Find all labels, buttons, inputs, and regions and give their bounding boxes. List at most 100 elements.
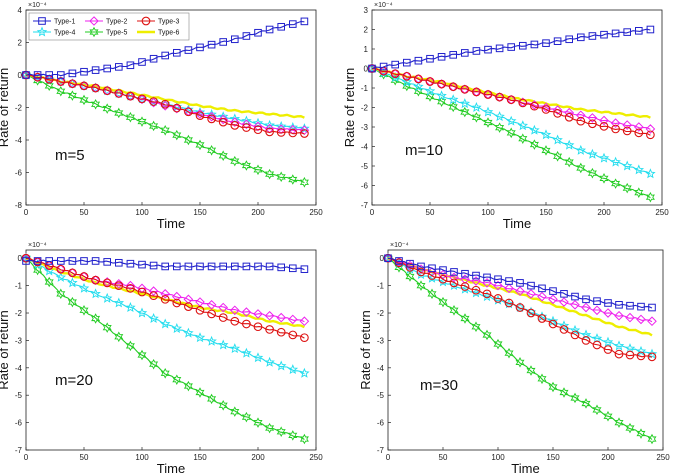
series-line bbox=[371, 68, 651, 175]
x-tick-label: 100 bbox=[481, 208, 495, 217]
data-point bbox=[126, 61, 135, 70]
data-point bbox=[425, 77, 435, 86]
data-point bbox=[241, 347, 252, 358]
x-tick-label: 0 bbox=[370, 208, 375, 217]
data-point bbox=[426, 54, 434, 63]
data-point bbox=[548, 294, 558, 305]
data-point bbox=[635, 27, 643, 35]
data-point bbox=[614, 310, 624, 321]
chart-panel-3: 0 50 100 150 200 250 0 -1 -2 -3 -4 -5 -6 -7 ×10⁻⁴ Time R… bbox=[0, 242, 323, 473]
data-point bbox=[172, 298, 182, 308]
series-type-3 bbox=[21, 70, 309, 138]
y-tick-label: -1 bbox=[361, 84, 369, 93]
y-tick-label: 0 bbox=[364, 65, 369, 74]
data-point bbox=[276, 171, 286, 183]
data-point bbox=[299, 176, 309, 188]
data-point bbox=[55, 271, 67, 282]
data-point bbox=[625, 350, 635, 360]
panel-annotation: m=30 bbox=[420, 377, 458, 394]
data-point bbox=[592, 404, 602, 416]
data-point bbox=[57, 257, 65, 265]
data-point bbox=[379, 62, 388, 71]
data-point bbox=[483, 90, 493, 99]
data-point bbox=[218, 302, 229, 313]
series-line bbox=[371, 68, 651, 199]
data-point bbox=[449, 278, 459, 288]
series-type-1 bbox=[384, 254, 656, 312]
data-point bbox=[598, 152, 610, 163]
data-point bbox=[242, 262, 251, 271]
data-point bbox=[218, 150, 228, 161]
data-point bbox=[126, 91, 135, 101]
data-point bbox=[401, 76, 413, 87]
data-point bbox=[45, 71, 54, 79]
data-point bbox=[570, 392, 580, 404]
data-point bbox=[149, 97, 158, 106]
data-point bbox=[276, 312, 287, 323]
data-point bbox=[184, 302, 193, 311]
data-point bbox=[406, 259, 414, 268]
x-tick-label: 250 bbox=[309, 453, 323, 462]
data-point bbox=[504, 283, 514, 294]
data-point bbox=[137, 116, 147, 127]
data-point bbox=[537, 314, 547, 323]
y-tick-label: -6 bbox=[15, 169, 23, 178]
y-tick-label: 0 bbox=[18, 254, 23, 263]
data-point bbox=[505, 115, 517, 126]
data-point bbox=[471, 321, 481, 332]
data-point bbox=[602, 336, 614, 347]
data-point bbox=[460, 274, 470, 285]
data-point bbox=[288, 174, 298, 185]
data-point bbox=[526, 289, 536, 299]
y-tick-label: 2 bbox=[364, 26, 369, 35]
data-point bbox=[113, 297, 125, 308]
data-point bbox=[540, 129, 552, 140]
data-point bbox=[207, 114, 216, 124]
data-point bbox=[484, 45, 492, 54]
data-point bbox=[68, 69, 77, 78]
data-point bbox=[184, 107, 193, 117]
data-point bbox=[529, 139, 539, 150]
legend-label: Type-1 bbox=[54, 19, 76, 26]
data-point bbox=[115, 63, 123, 71]
data-point bbox=[33, 264, 43, 276]
data-point bbox=[67, 296, 77, 308]
data-point bbox=[611, 29, 620, 38]
data-point bbox=[646, 25, 655, 34]
data-point bbox=[230, 316, 240, 326]
data-point bbox=[287, 314, 298, 325]
x-tick-label: 200 bbox=[251, 208, 265, 217]
data-point bbox=[437, 96, 447, 107]
data-point bbox=[194, 332, 206, 343]
data-point bbox=[552, 105, 563, 115]
series-line bbox=[25, 20, 305, 77]
data-point bbox=[173, 48, 181, 57]
data-point bbox=[78, 282, 90, 293]
data-point bbox=[599, 115, 609, 126]
data-point bbox=[241, 119, 252, 130]
y-tick-label: -7 bbox=[361, 201, 369, 210]
legend-label: Type-2 bbox=[106, 19, 128, 26]
data-point bbox=[252, 352, 264, 363]
data-point bbox=[647, 352, 657, 362]
data-point bbox=[172, 374, 182, 385]
y-axis-label: Rate of return bbox=[0, 310, 11, 390]
data-point bbox=[428, 264, 436, 273]
x-axis-label: Time bbox=[157, 461, 185, 473]
data-point bbox=[548, 319, 558, 329]
data-point bbox=[472, 87, 481, 97]
data-point bbox=[160, 99, 170, 109]
data-point bbox=[460, 313, 470, 324]
data-point bbox=[287, 364, 299, 375]
data-point bbox=[635, 345, 647, 356]
axes-box bbox=[371, 9, 663, 206]
data-point bbox=[582, 295, 590, 304]
data-point bbox=[449, 305, 459, 316]
data-point bbox=[437, 79, 446, 89]
data-point bbox=[207, 262, 216, 271]
data-point bbox=[570, 330, 580, 340]
data-point bbox=[56, 288, 66, 300]
data-point bbox=[252, 117, 264, 128]
data-point bbox=[265, 127, 274, 137]
data-point bbox=[506, 127, 516, 139]
